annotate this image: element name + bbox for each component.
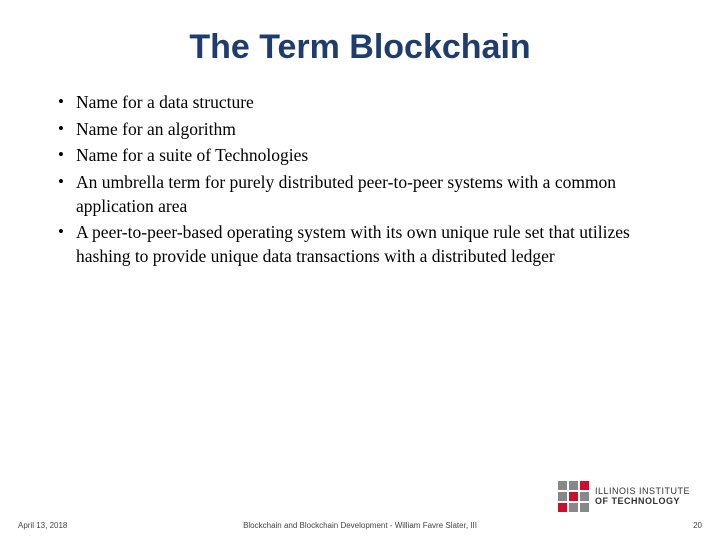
list-item: An umbrella term for purely distributed …	[58, 171, 680, 218]
list-item: Name for a suite of Technologies	[58, 144, 680, 168]
slide-footer: ILLINOIS INSTITUTE OF TECHNOLOGY April 1…	[0, 490, 720, 540]
institution-logo: ILLINOIS INSTITUTE OF TECHNOLOGY	[558, 481, 690, 512]
footer-page-number: 20	[693, 521, 702, 530]
logo-line2: OF TECHNOLOGY	[595, 497, 690, 507]
footer-date: April 13, 2018	[18, 521, 67, 530]
list-item: Name for an algorithm	[58, 118, 680, 142]
list-item: Name for a data structure	[58, 91, 680, 115]
footer-attribution: Blockchain and Blockchain Development - …	[243, 521, 477, 530]
slide-title: The Term Blockchain	[40, 28, 680, 67]
list-item: A peer-to-peer-based operating system wi…	[58, 221, 680, 268]
logo-mark-icon	[558, 481, 589, 512]
logo-text: ILLINOIS INSTITUTE OF TECHNOLOGY	[595, 487, 690, 507]
bullet-list: Name for a data structure Name for an al…	[40, 91, 680, 268]
slide: The Term Blockchain Name for a data stru…	[0, 0, 720, 540]
